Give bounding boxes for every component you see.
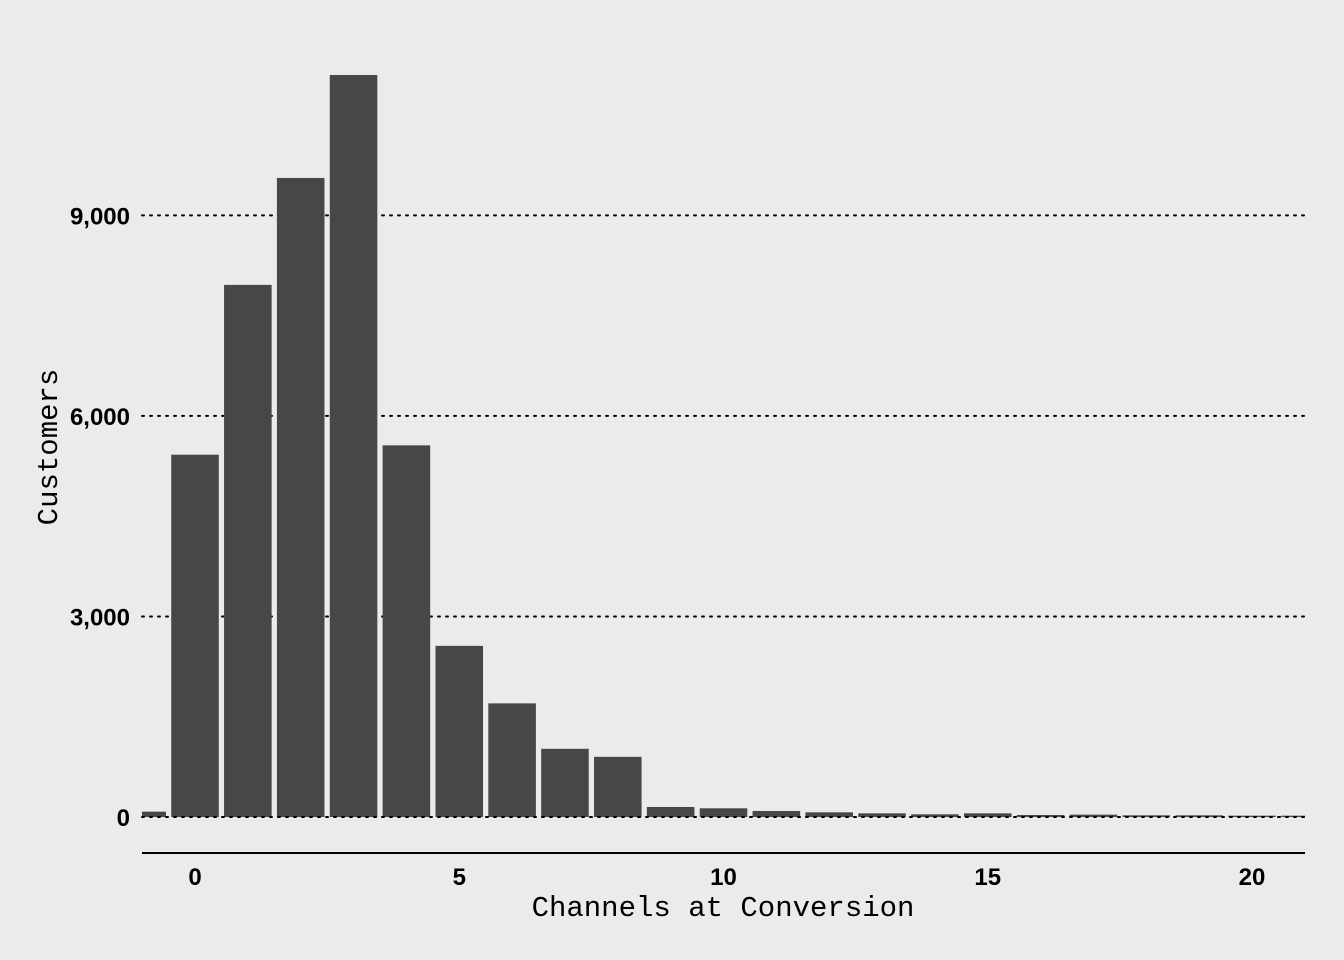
x-tick-label: 5 [453,864,466,891]
bar-2 [276,177,325,817]
y-tick-label: 6,000 [70,404,130,431]
y-tick-labels: 0 3,000 6,000 9,000 [70,203,130,832]
bar-0 [171,454,219,817]
x-tick-label: 0 [188,864,201,891]
bar-11 [752,810,801,817]
bar-4 [382,445,431,817]
bar-21 [1281,815,1305,817]
bars [142,75,1305,817]
x-tick-labels: 0 5 10 15 20 [188,864,1265,891]
bar-20 [1228,815,1276,817]
bar-17 [1069,814,1118,817]
x-tick-label: 20 [1239,864,1266,891]
bar-12 [805,812,853,817]
y-tick-label: 0 [117,805,130,832]
x-axis-title: Channels at Conversion [532,892,915,925]
bar-8 [594,756,642,817]
bar-10 [699,808,748,817]
bar-13 [858,813,906,817]
bar-7 [541,748,589,817]
y-tick-label: 9,000 [70,203,130,230]
bar-5 [435,645,484,817]
y-tick-label: 3,000 [70,604,130,631]
x-tick-label: 10 [710,864,737,891]
bar-1 [224,284,272,817]
bar-15 [963,813,1012,817]
bar--1 [142,811,166,817]
x-tick-label: 15 [974,864,1001,891]
bar-9 [646,806,695,817]
bar-18 [1122,815,1171,817]
bar-16 [1016,814,1065,817]
bar-3 [329,75,378,817]
bar-6 [488,703,536,817]
y-axis-title: Customers [33,369,66,526]
bar-14 [911,814,959,817]
